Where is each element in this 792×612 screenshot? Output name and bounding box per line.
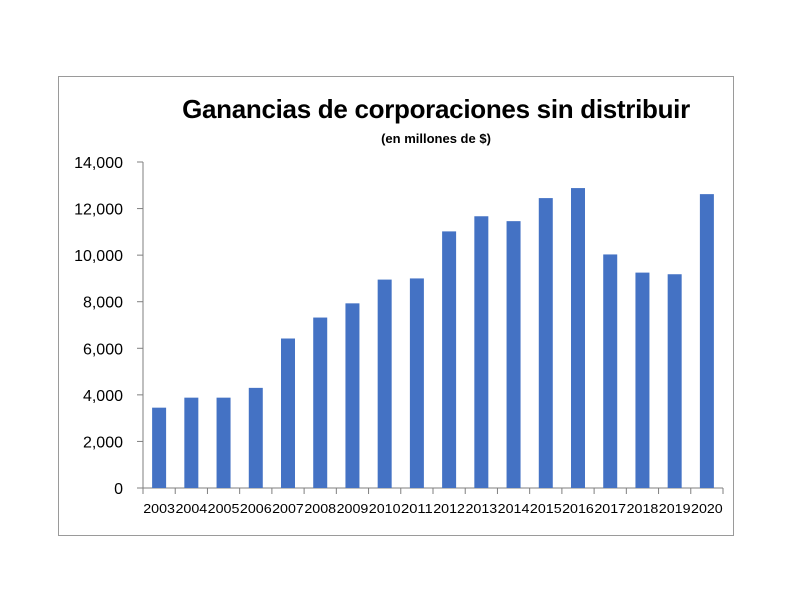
bar-2007 xyxy=(281,338,295,488)
y-tick-label: 4,000 xyxy=(83,388,123,405)
x-tick-label: 2003 xyxy=(143,501,175,516)
bar-2018 xyxy=(635,272,650,488)
bar-2005 xyxy=(216,397,231,488)
bar-2013 xyxy=(474,216,489,488)
bar-2004 xyxy=(184,397,199,488)
x-tick-label: 2015 xyxy=(530,501,562,516)
bars xyxy=(152,188,714,489)
x-tick-label: 2011 xyxy=(401,501,433,516)
y-tick-label: 2,000 xyxy=(83,434,123,451)
y-tick-label: 0 xyxy=(114,481,123,498)
y-tick-label: 8,000 xyxy=(83,295,123,312)
x-axis: 2003 2004 2005 2006 2007 2008 2009 2010 2011 2012… xyxy=(142,487,724,516)
x-tick-label: 2008 xyxy=(304,501,336,516)
chart-title: Ganancias de corporaciones sin distribui… xyxy=(182,94,690,124)
x-tick-label: 2004 xyxy=(175,501,207,516)
bar-2017 xyxy=(603,254,618,488)
bar-2010 xyxy=(377,279,392,488)
bar-2019 xyxy=(667,274,682,488)
bar-2016 xyxy=(571,188,585,488)
y-tick-label: 10,000 xyxy=(74,248,123,265)
x-tick-label: 2013 xyxy=(465,501,497,516)
x-tick-label: 2018 xyxy=(627,501,659,516)
y-axis: 0 2,000 4,000 6,000 8,000 10,000 12,000 14,000 xyxy=(74,155,144,498)
y-tick-label: 6,000 xyxy=(83,341,123,358)
y-tick-label: 12,000 xyxy=(74,202,123,219)
y-tick-label: 14,000 xyxy=(74,155,123,172)
x-tick-label: 2020 xyxy=(691,501,723,516)
x-tick-label: 2005 xyxy=(208,501,240,516)
x-tick-label: 2006 xyxy=(240,501,272,516)
bar-2006 xyxy=(248,387,263,488)
chart-subtitle: (en millones de $) xyxy=(381,131,491,146)
x-tick-label: 2009 xyxy=(337,501,369,516)
bar-2009 xyxy=(345,303,360,488)
bar-2011 xyxy=(409,278,424,488)
chart-frame xyxy=(58,76,734,536)
bar-2015 xyxy=(538,198,553,489)
x-tick-label: 2012 xyxy=(433,501,465,516)
x-tick-label: 2014 xyxy=(498,501,530,516)
x-tick-label: 2017 xyxy=(594,501,626,516)
x-tick-label: 2019 xyxy=(659,501,691,516)
bar-2008 xyxy=(313,317,328,488)
x-tick-label: 2016 xyxy=(562,501,594,516)
bar-2003 xyxy=(152,407,167,488)
bar-2012 xyxy=(442,231,457,489)
bar-2014 xyxy=(506,221,521,488)
x-tick-label: 2010 xyxy=(369,501,401,516)
bar-2020 xyxy=(699,194,714,489)
x-tick-label: 2007 xyxy=(272,501,304,516)
